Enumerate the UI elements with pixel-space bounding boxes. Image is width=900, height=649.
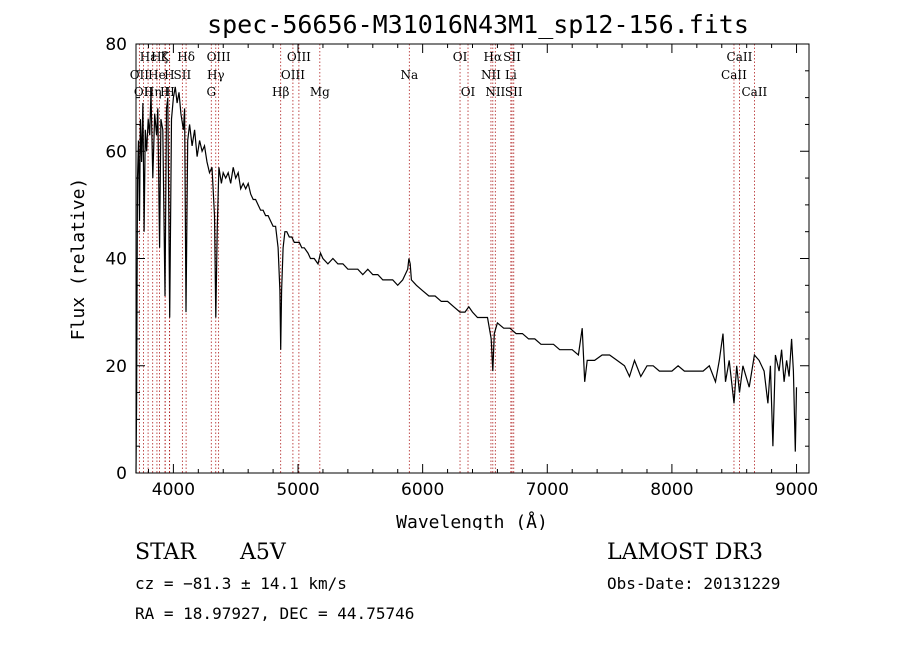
plot-frame — [135, 43, 810, 474]
line-label-4: He — [148, 68, 166, 82]
axis-ticks: 4000 5000 6000 7000 8000 9000 0 20 40 60 80 — [105, 35, 818, 500]
line-label-6: K — [161, 50, 171, 64]
x-axis-label: Wavelength (Å) — [396, 511, 548, 530]
spectrum-chart: spec-56656-M31016N43M1_sp12-156.fits OII… — [68, 10, 818, 530]
object-class: STAR — [135, 540, 196, 565]
y-tick-label-40: 40 — [105, 250, 127, 270]
x-tick-label-5000: 5000 — [276, 480, 319, 500]
line-label-29: CaII — [727, 50, 753, 64]
x-tick-label-7000: 7000 — [526, 480, 569, 500]
chart-title: spec-56656-M31016N43M1_sp12-156.fits — [207, 10, 749, 39]
line-label-15: Hβ — [272, 85, 289, 99]
line-label-11: Hδ — [177, 50, 195, 64]
line-label-24: NII — [485, 85, 505, 99]
line-label-7: H — [160, 85, 170, 99]
y-tick-label-60: 60 — [105, 142, 127, 162]
line-label-10: SII — [174, 68, 192, 82]
line-label-12: G — [206, 85, 216, 99]
y-tick-label-0: 0 — [116, 464, 127, 484]
x-tick-label-8000: 8000 — [650, 480, 693, 500]
line-label-0: OII — [130, 68, 150, 82]
line-label-17: OIII — [287, 50, 311, 64]
line-label-3: Hη — [144, 85, 162, 99]
spectral-subclass: A5V — [240, 540, 286, 565]
y-axis-label: Flux (relative) — [68, 178, 89, 341]
spectrum-line — [135, 86, 798, 474]
x-tick-label-9000: 9000 — [775, 480, 818, 500]
line-label-18: Mg — [310, 85, 330, 99]
emission-line-labels: OIIOIIHεHηHeHζKHHHSIIHδGHγOIIIHβOIIIOIII… — [130, 50, 768, 99]
line-label-21: OI — [461, 85, 476, 99]
line-label-27: SII — [505, 85, 523, 99]
line-label-20: OI — [453, 50, 468, 64]
observation-date: Obs-Date: 20131229 — [607, 574, 781, 593]
line-label-19: Na — [400, 68, 418, 82]
y-tick-label-20: 20 — [105, 357, 127, 377]
line-label-26: SII — [503, 50, 521, 64]
line-label-8: H — [164, 68, 174, 82]
x-tick-label-4000: 4000 — [152, 480, 195, 500]
x-tick-label-6000: 6000 — [401, 480, 444, 500]
survey-name: LAMOST DR3 — [607, 540, 763, 565]
line-label-5: Hζ — [151, 50, 168, 64]
emission-line-markers — [138, 44, 755, 473]
line-label-13: Hγ — [207, 68, 225, 82]
y-tick-label-80: 80 — [105, 35, 127, 55]
line-label-14: OIII — [207, 50, 231, 64]
line-label-22: NII — [481, 68, 501, 82]
line-label-25: Li — [505, 68, 517, 82]
redshift-cz: cz = −81.3 ± 14.1 km/s — [135, 574, 347, 593]
line-label-23: Hα — [484, 50, 503, 64]
line-label-28: CaII — [721, 68, 747, 82]
line-label-9: H — [164, 85, 174, 99]
ra-dec-coordinates: RA = 18.97927, DEC = 44.75746 — [135, 604, 415, 623]
line-label-30: CaII — [741, 85, 767, 99]
line-label-1: OII — [134, 85, 154, 99]
line-label-2: Hε — [140, 50, 157, 64]
line-label-16: OIII — [281, 68, 305, 82]
